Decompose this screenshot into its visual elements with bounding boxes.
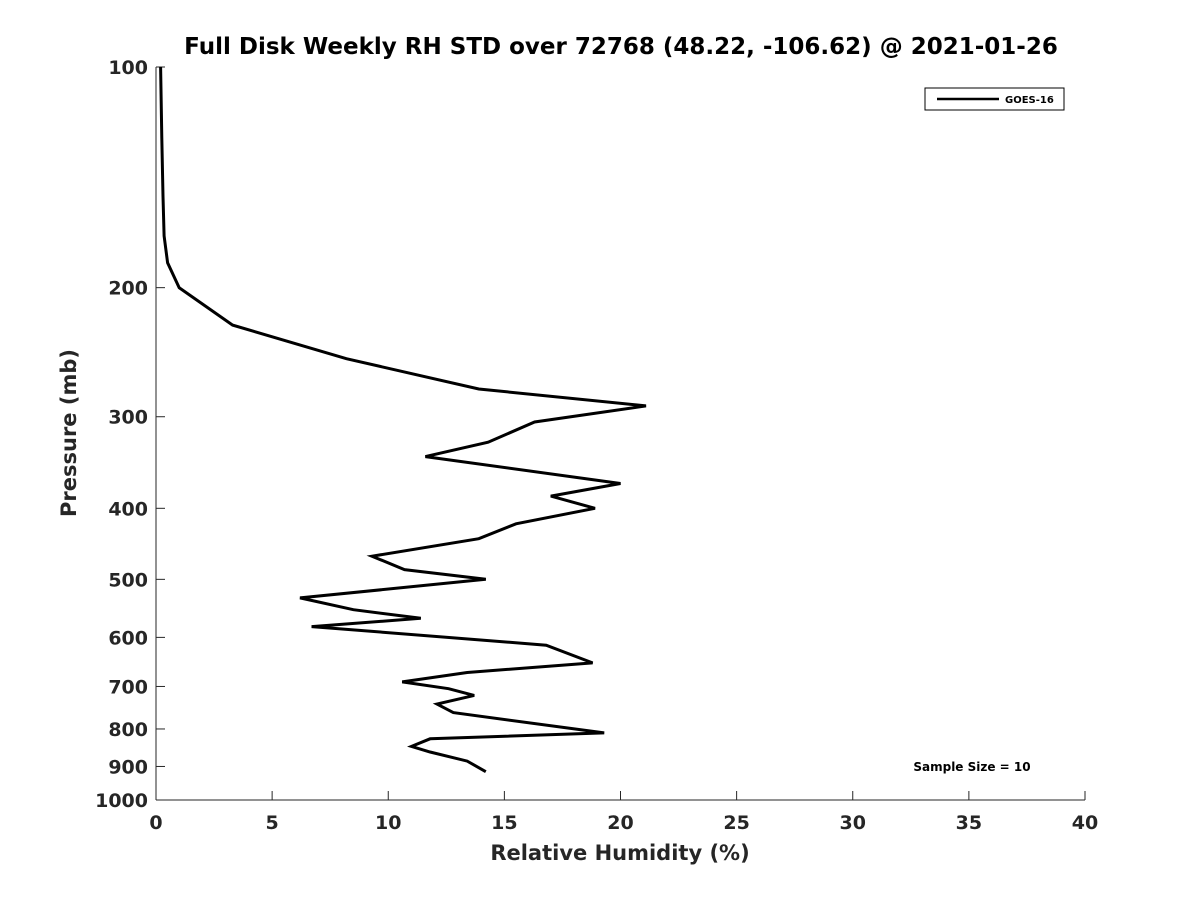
x-tick-label: 30 — [840, 812, 866, 834]
x-axis-ticks: 0 5 10 15 20 25 30 35 40 — [149, 791, 1098, 834]
plot-area — [156, 67, 1085, 800]
y-axis-label: Pressure (mb) — [57, 349, 81, 517]
x-tick-label: 40 — [1072, 812, 1098, 834]
x-tick-label: 5 — [266, 812, 279, 834]
y-tick-label: 200 — [108, 278, 148, 300]
sample-size-annotation: Sample Size = 10 — [913, 760, 1030, 774]
y-tick-label: 700 — [108, 676, 148, 698]
x-tick-label: 15 — [491, 812, 517, 834]
y-tick-label: 600 — [108, 627, 148, 649]
x-tick-label: 20 — [607, 812, 633, 834]
y-tick-label: 500 — [108, 569, 148, 591]
x-tick-label: 25 — [723, 812, 749, 834]
x-tick-label: 10 — [375, 812, 401, 834]
y-axis-ticks: 100 200 300 400 500 600 700 800 900 1000 — [95, 57, 165, 812]
y-tick-label: 100 — [108, 57, 148, 79]
y-tick-label: 900 — [108, 756, 148, 778]
y-tick-label: 800 — [108, 719, 148, 741]
legend: GOES-16 — [924, 87, 1065, 111]
x-axis-label: Relative Humidity (%) — [490, 841, 749, 865]
chart-title: Full Disk Weekly RH STD over 72768 (48.2… — [184, 34, 1058, 60]
y-tick-label: 400 — [108, 498, 148, 520]
series-group — [159, 66, 647, 774]
y-tick-label: 300 — [108, 407, 148, 429]
x-tick-label: 35 — [956, 812, 982, 834]
y-tick-label: 1000 — [95, 790, 148, 812]
x-tick-label: 0 — [149, 812, 162, 834]
legend-label-goes-16: GOES-16 — [1005, 95, 1054, 106]
series-line-goes-16 — [159, 66, 647, 774]
